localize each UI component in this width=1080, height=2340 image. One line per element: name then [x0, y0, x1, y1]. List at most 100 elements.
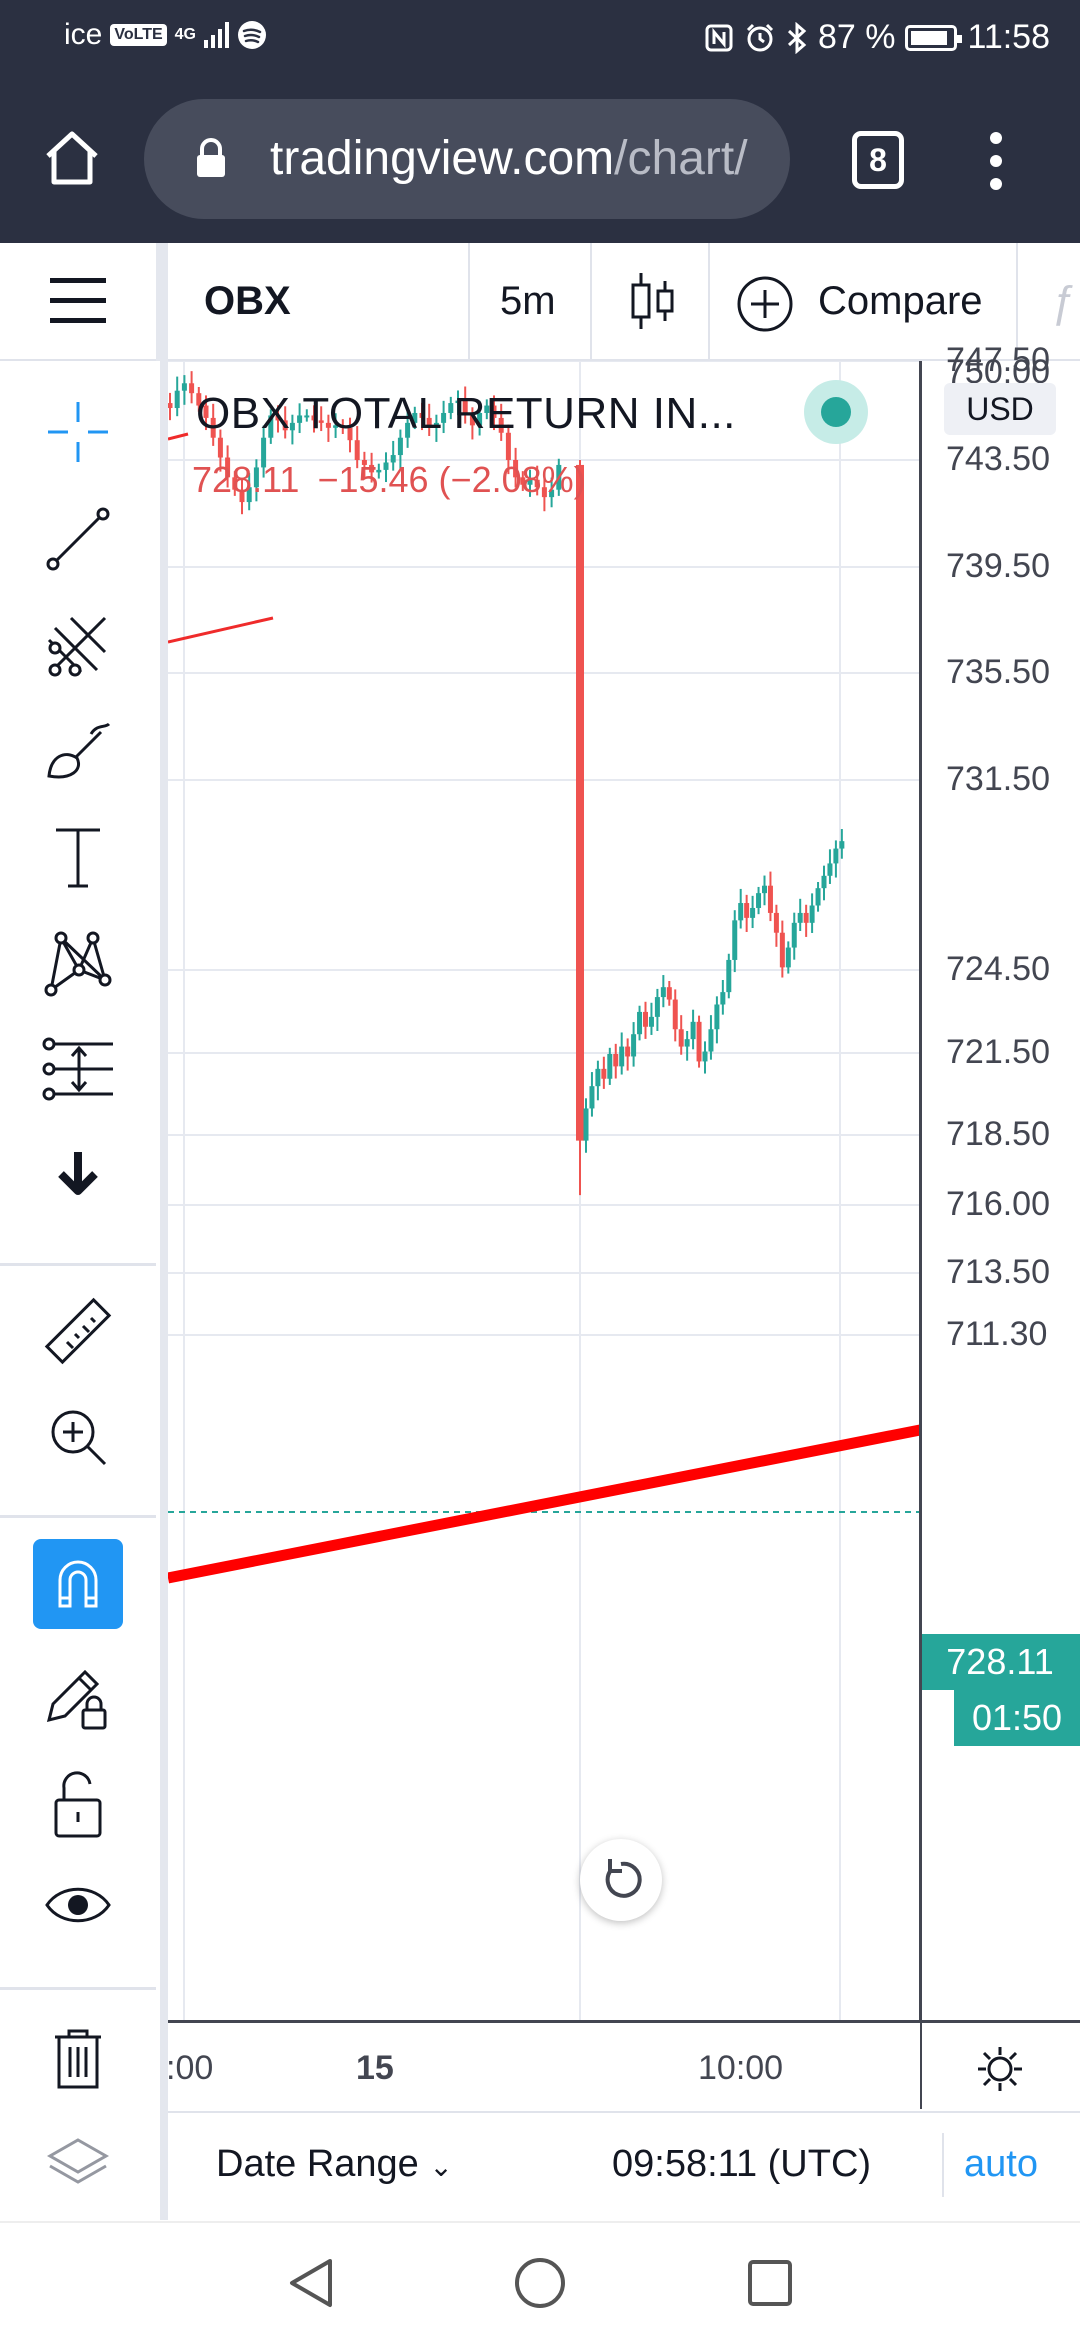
candle-body	[491, 405, 497, 418]
reset-chart-button[interactable]	[580, 1839, 662, 1921]
battery-icon	[905, 24, 963, 51]
network-label: 4G	[174, 26, 196, 43]
back-icon[interactable]	[284, 2253, 338, 2313]
recents-icon[interactable]	[742, 2253, 798, 2313]
candle-body	[376, 469, 382, 473]
market-status-icon[interactable]	[804, 380, 868, 444]
drawing-toolbar	[0, 361, 160, 2221]
signal-icon	[204, 22, 229, 48]
candle-body	[732, 920, 738, 960]
unlock-icon[interactable]	[28, 1755, 128, 1855]
candle-body	[767, 885, 773, 913]
candle-body	[527, 479, 533, 485]
candle-body	[625, 1046, 631, 1057]
more-arrow-icon[interactable]	[28, 1123, 128, 1223]
candle-body	[217, 437, 223, 458]
candle-body	[484, 405, 490, 413]
trendline-upper[interactable]	[168, 432, 189, 441]
trash-icon[interactable]	[28, 2009, 128, 2109]
last-price-value: 728.11	[192, 459, 300, 500]
candle-body	[762, 885, 767, 894]
eye-icon[interactable]	[28, 1855, 128, 1955]
candle-body	[520, 477, 526, 485]
symbol-button[interactable]: OBX	[204, 279, 291, 323]
url-path: /chart/	[614, 132, 748, 185]
candle-body	[690, 1021, 696, 1040]
candle-body	[803, 912, 809, 923]
candle-body	[505, 432, 511, 460]
alarm-icon	[746, 23, 773, 51]
chart-pane[interactable]: OBX TOTAL RETURN IN... 728.11 −15.46 (−2.…	[168, 361, 920, 2021]
layers-icon[interactable]	[28, 2131, 128, 2191]
compare-plus-icon[interactable]	[736, 275, 794, 333]
price-tick: 750.00	[946, 353, 1050, 383]
time-tick: 15	[356, 2049, 394, 2087]
text-icon[interactable]	[28, 807, 128, 907]
address-bar[interactable]: tradingview.com/chart/	[144, 99, 790, 219]
candle-body	[325, 422, 331, 428]
candle-body	[318, 420, 324, 423]
candle-body	[304, 415, 310, 418]
candle-body	[773, 912, 779, 933]
prediction-icon[interactable]	[28, 1019, 128, 1119]
candle-body	[369, 464, 375, 473]
utc-clock[interactable]: 09:58:11 (UTC)	[612, 2143, 872, 2185]
change-value: −15.46 (−2.08%)	[317, 459, 586, 500]
candle-body	[513, 460, 519, 478]
candle-body	[637, 1011, 643, 1035]
candle-body	[469, 415, 475, 426]
hamburger-menu-icon[interactable]	[50, 276, 106, 326]
currency-label[interactable]: USD	[944, 383, 1056, 435]
home-nav-icon[interactable]	[510, 2253, 570, 2313]
candle-body	[340, 425, 346, 428]
candle-body	[189, 383, 195, 394]
candle-body	[672, 999, 678, 1030]
trendline-main[interactable]	[168, 1424, 920, 1584]
candle-body	[839, 841, 845, 849]
ruler-icon[interactable]	[28, 1281, 128, 1381]
candle-body	[648, 1016, 654, 1027]
brush-icon[interactable]	[28, 701, 128, 801]
interval-button[interactable]: 5m	[500, 279, 556, 323]
indicators-icon[interactable]: ƒ	[1050, 277, 1075, 326]
candle-body	[595, 1068, 601, 1087]
candle-body	[541, 487, 547, 498]
candle-body	[196, 393, 202, 406]
date-range-button[interactable]: Date Range ⌄	[216, 2143, 453, 2186]
candle-body	[333, 425, 339, 428]
crosshair-icon[interactable]	[28, 382, 128, 482]
clock: 11:58	[967, 18, 1050, 56]
candle-body	[282, 420, 288, 431]
candle-body	[246, 487, 252, 503]
candlesticks	[168, 371, 845, 1196]
candle-body	[419, 412, 425, 418]
candles-icon[interactable]	[628, 269, 678, 333]
trend-line-icon[interactable]	[28, 489, 128, 589]
chart-settings-button[interactable]	[920, 2023, 1080, 2111]
price-axis[interactable]: 750.00747.50 743.50 739.50 735.50 731.50 724.…	[920, 341, 1080, 2021]
price-tick: 743.50	[946, 440, 1050, 478]
lock-drawing-icon[interactable]	[28, 1647, 128, 1747]
candle-body	[583, 1108, 589, 1141]
candle-body	[815, 888, 821, 906]
home-icon[interactable]	[42, 128, 102, 188]
more-menu-icon[interactable]	[984, 128, 1008, 194]
time-axis[interactable]: :00 15 10:00	[166, 2023, 920, 2111]
pattern-icon[interactable]	[28, 913, 128, 1013]
candle-body	[268, 415, 274, 438]
magnet-icon[interactable]	[33, 1539, 123, 1629]
price-change-readout: 728.11 −15.46 (−2.08%)	[192, 459, 604, 501]
candle-body	[750, 907, 756, 918]
candle-body	[462, 400, 468, 416]
zoom-in-icon[interactable]	[28, 1387, 128, 1487]
trendline-small[interactable]	[168, 616, 274, 644]
auto-scale-button[interactable]: auto	[964, 2143, 1038, 2185]
candle-body	[433, 422, 439, 428]
price-chart[interactable]	[168, 361, 920, 2021]
candle-body	[354, 440, 360, 460]
candle-body	[426, 417, 432, 428]
pitchfork-icon[interactable]	[28, 595, 128, 695]
tab-switcher-button[interactable]: 8	[852, 131, 904, 189]
price-tick: 713.50	[946, 1253, 1050, 1291]
compare-button[interactable]: Compare	[818, 279, 983, 323]
